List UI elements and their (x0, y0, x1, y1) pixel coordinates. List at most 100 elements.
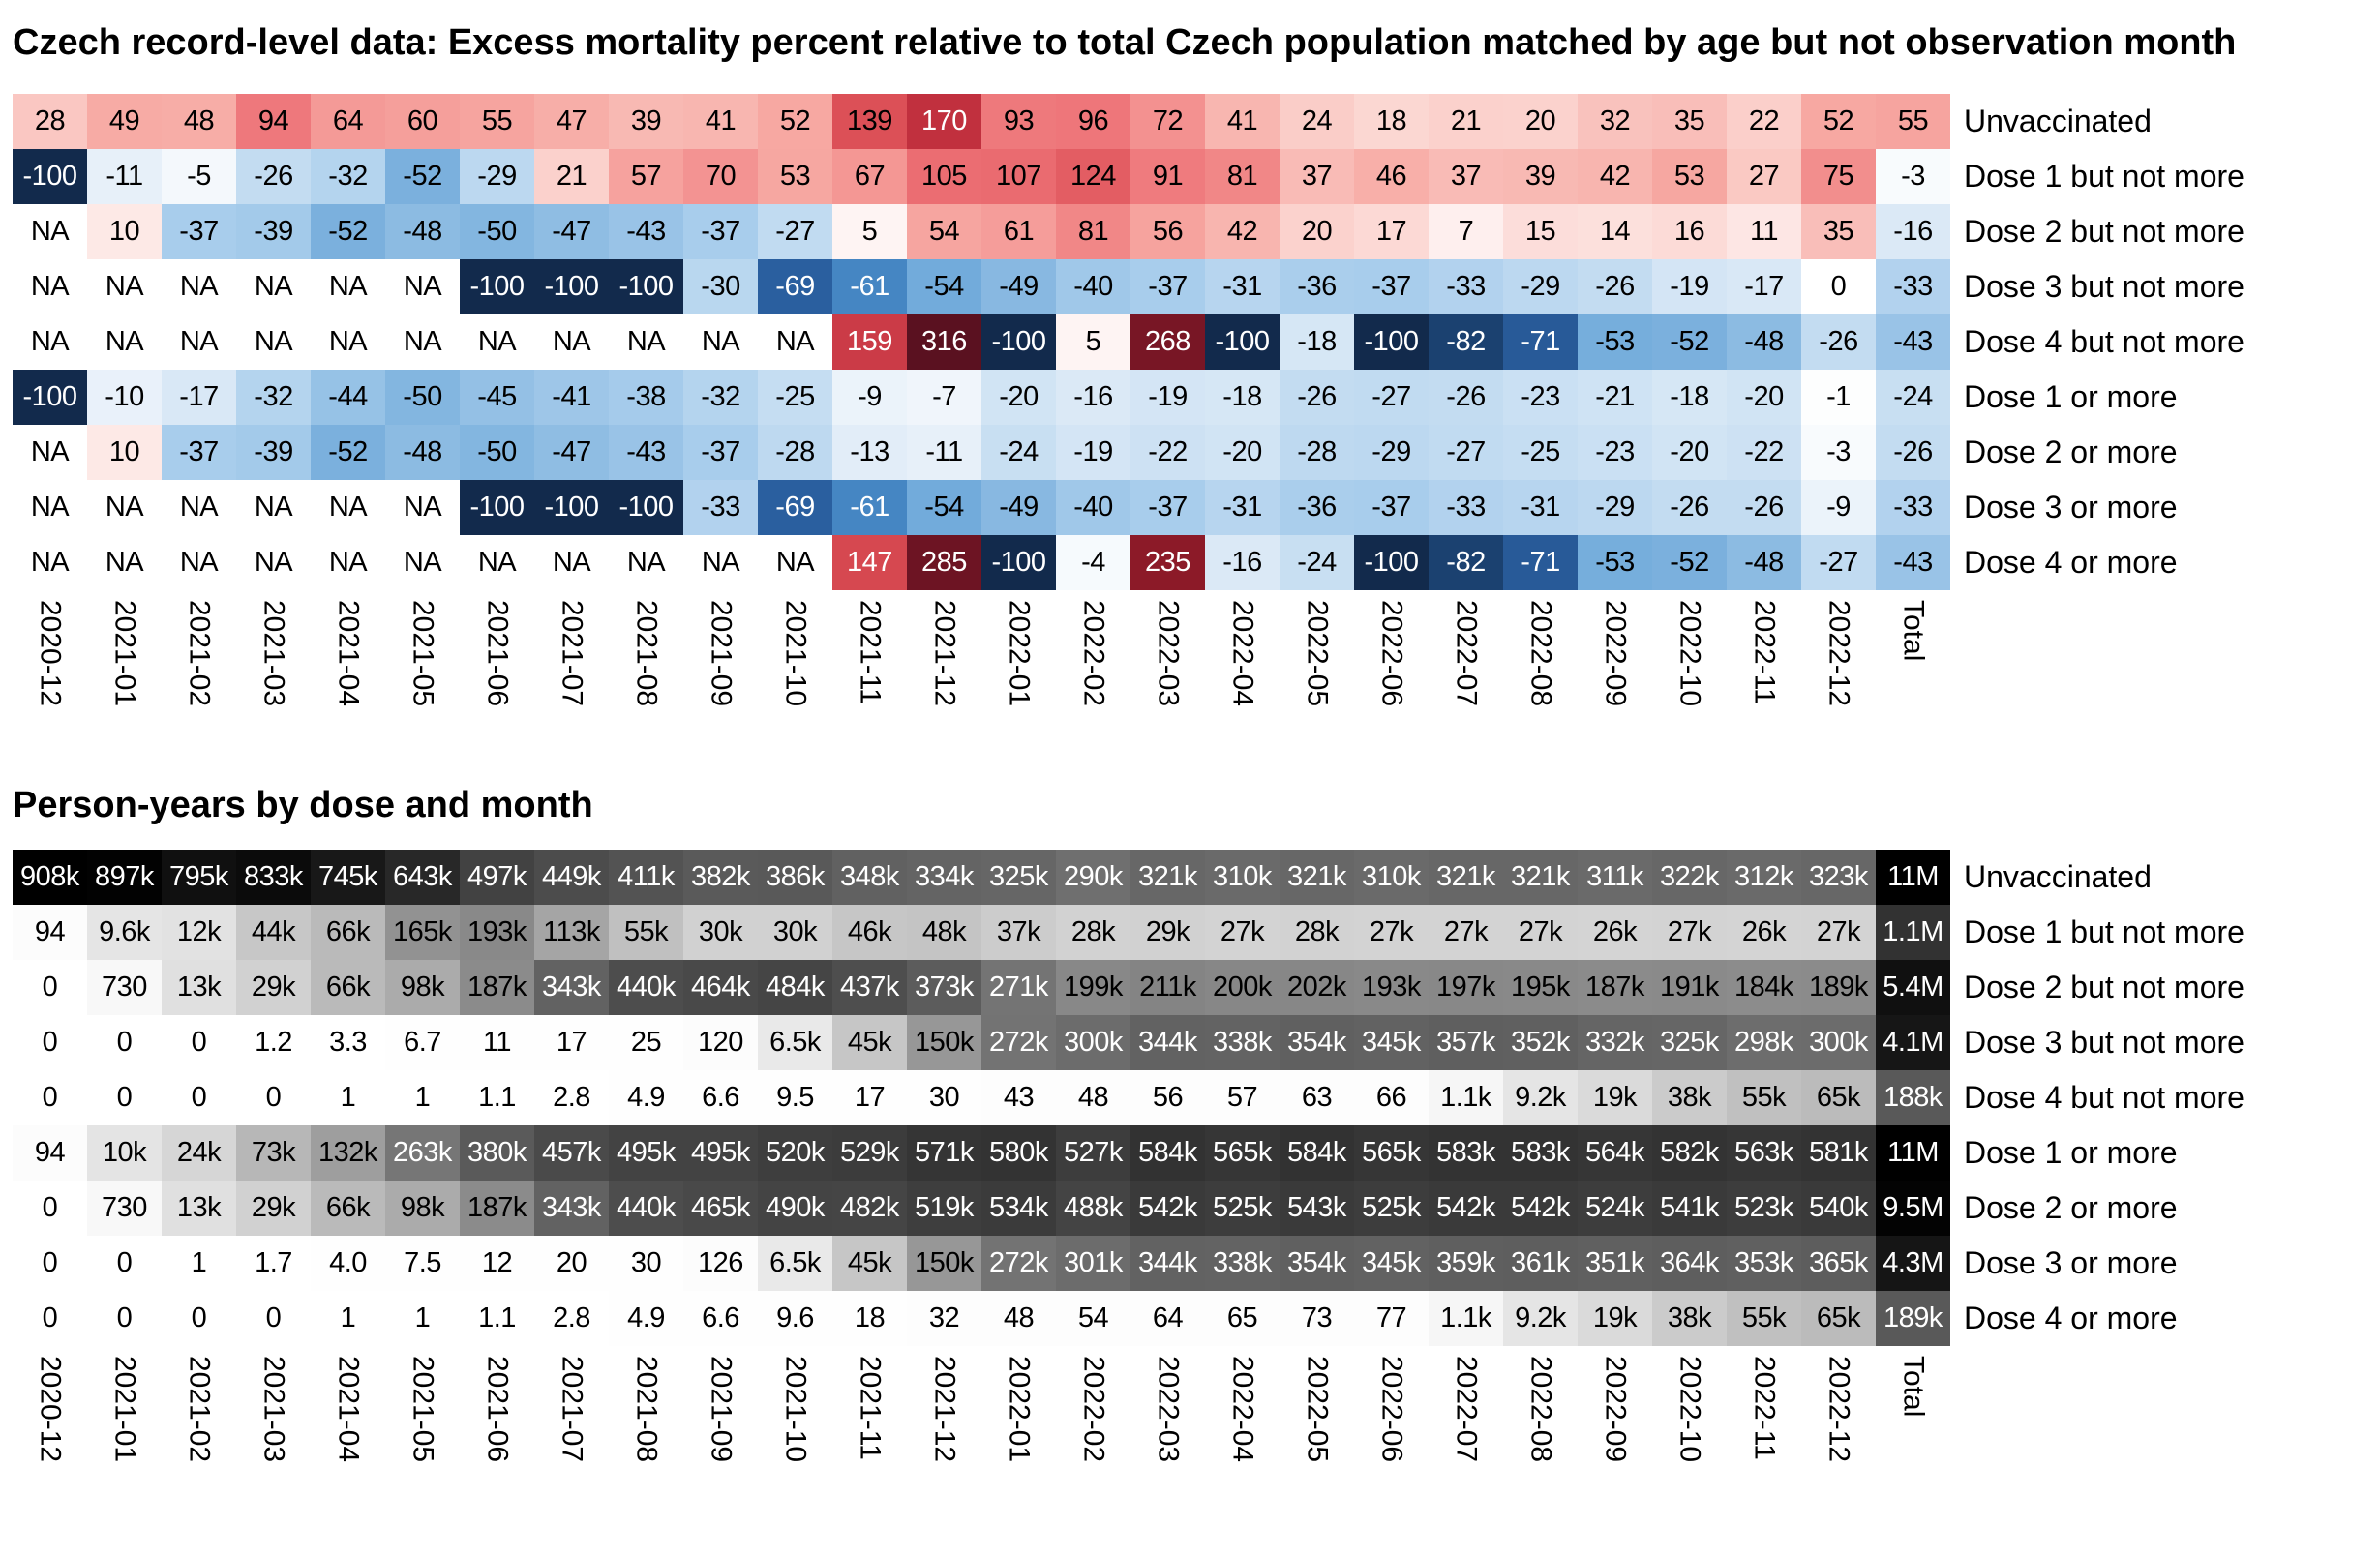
month-label-text: 2021-06 (481, 1356, 514, 1463)
person-years-cell: 46k (832, 905, 907, 960)
person-years-cell: 897k (87, 850, 162, 905)
excess-mortality-cell: 35 (1801, 204, 1876, 259)
excess-mortality-cell: 16 (1652, 204, 1727, 259)
excess-mortality-cell: 81 (1205, 149, 1280, 204)
excess-mortality-cell: -49 (981, 259, 1056, 314)
excess-mortality-cell: -50 (460, 425, 534, 480)
month-label-text: 2022-04 (1226, 1356, 1259, 1463)
person-years-cell: 1.1k (1429, 1291, 1503, 1346)
person-years-cell: 45k (832, 1015, 907, 1070)
person-years-cell: 199k (1056, 960, 1130, 1015)
excess-mortality-cell: -24 (981, 425, 1056, 480)
person-years-cell: 65k (1801, 1070, 1876, 1125)
excess-mortality-cell: -48 (1727, 535, 1801, 590)
month-label: 2022-07 (1429, 1346, 1503, 1520)
month-label-text: 2021-02 (183, 1356, 216, 1463)
excess-mortality-cell: -50 (460, 204, 534, 259)
excess-mortality-heatmap: 28 49 48 94 64 60 55 47 39 41 52 139 170 93 96 72 41 24 18… (13, 94, 2380, 764)
person-years-cell: 495k (683, 1125, 758, 1181)
person-years-cell: 497k (460, 850, 534, 905)
person-years-cell: 30 (609, 1236, 683, 1291)
person-years-cell: 200k (1205, 960, 1280, 1015)
excess-mortality-cell: -37 (162, 204, 236, 259)
excess-mortality-cell: -61 (832, 259, 907, 314)
excess-mortality-cell: -100 (460, 259, 534, 314)
month-label-text: 2021-10 (779, 1356, 812, 1463)
excess-mortality-cell: -16 (1876, 204, 1950, 259)
person-years-cell: 321k (1429, 850, 1503, 905)
person-years-cell: 73k (236, 1125, 311, 1181)
excess-mortality-cell: -33 (1429, 259, 1503, 314)
excess-mortality-cell: NA (609, 535, 683, 590)
person-years-cell: 345k (1354, 1236, 1429, 1291)
person-years-cell: 352k (1503, 1015, 1578, 1070)
excess-mortality-cell: NA (13, 425, 87, 480)
person-years-cell: 565k (1205, 1125, 1280, 1181)
month-label: 2022-09 (1578, 590, 1652, 764)
month-label: 2021-01 (87, 590, 162, 764)
person-years-cell: 311k (1578, 850, 1652, 905)
person-years-cell: 580k (981, 1125, 1056, 1181)
person-years-cell: 357k (1429, 1015, 1503, 1070)
person-years-cell: 132k (311, 1125, 385, 1181)
person-years-cell: 520k (758, 1125, 832, 1181)
heatmap-row: NA NA NA NA NA NA NA NA NA NA NA 147 285 -100 -4 235 -16… (13, 535, 2380, 590)
person-years-cell: 94 (13, 1125, 87, 1181)
person-years-cell: 321k (1130, 850, 1205, 905)
month-label: Total (1876, 590, 1950, 764)
person-years-cell: 344k (1130, 1015, 1205, 1070)
excess-mortality-cell: NA (87, 259, 162, 314)
person-years-cell: 364k (1652, 1236, 1727, 1291)
heatmap-row: NA 10 -37 -39 -52 -48 -50 -47 -43 -37 -28 -13 -11 -24… (13, 425, 2380, 480)
month-label: 2021-04 (311, 1346, 385, 1520)
month-label-text: 2022-05 (1301, 1356, 1334, 1463)
month-label-text: 2021-01 (108, 1356, 141, 1463)
excess-mortality-cell: 53 (758, 149, 832, 204)
month-label-text: 2022-08 (1524, 1356, 1557, 1463)
excess-mortality-cell: NA (311, 535, 385, 590)
person-years-cell: 37k (981, 905, 1056, 960)
heatmap-row: 94 9.6k 12k 44k 66k 165k 193k 113k 55k 30k 30k 46k 4… (13, 905, 2380, 960)
excess-mortality-cell: -5 (162, 149, 236, 204)
excess-mortality-cell: -24 (1876, 370, 1950, 425)
excess-mortality-cell: -47 (534, 425, 609, 480)
person-years-cell: 583k (1429, 1125, 1503, 1181)
month-label: 2021-09 (683, 590, 758, 764)
person-years-cell: 17 (534, 1015, 609, 1070)
excess-mortality-cell: NA (758, 314, 832, 370)
excess-mortality-cell: -52 (1652, 314, 1727, 370)
person-years-cell: 338k (1205, 1236, 1280, 1291)
excess-mortality-cell: -100 (460, 480, 534, 535)
person-years-cell: 312k (1727, 850, 1801, 905)
excess-mortality-cell: 81 (1056, 204, 1130, 259)
excess-mortality-cell: 24 (1280, 94, 1354, 149)
excess-mortality-cell: -26 (1876, 425, 1950, 480)
excess-mortality-cell: 67 (832, 149, 907, 204)
heatmap-row: 94 10k 24k 73k 132k 263k 380k 457k 495k 495k 520k 5… (13, 1125, 2380, 1181)
person-years-cell: 63 (1280, 1070, 1354, 1125)
month-label-text: 2022-09 (1599, 600, 1632, 707)
person-years-cell: 11M (1876, 850, 1950, 905)
person-years-cell: 57 (1205, 1070, 1280, 1125)
excess-mortality-cell: NA (13, 204, 87, 259)
person-years-cell: 30k (683, 905, 758, 960)
month-label-text: 2021-01 (108, 600, 141, 707)
excess-mortality-cell: 70 (683, 149, 758, 204)
person-years-cell: 195k (1503, 960, 1578, 1015)
person-years-cell: 529k (832, 1125, 907, 1181)
excess-mortality-cell: -37 (683, 204, 758, 259)
excess-mortality-cell: -26 (1578, 259, 1652, 314)
excess-mortality-cell: -3 (1801, 425, 1876, 480)
month-label-text: 2022-01 (1003, 600, 1036, 707)
excess-mortality-cell: -43 (1876, 314, 1950, 370)
month-label: 2021-06 (460, 1346, 534, 1520)
month-label: 2022-07 (1429, 590, 1503, 764)
person-years-cell: 0 (87, 1015, 162, 1070)
excess-mortality-cell: 11 (1727, 204, 1801, 259)
person-years-cell: 66 (1354, 1070, 1429, 1125)
excess-mortality-cell: NA (236, 480, 311, 535)
excess-mortality-cell: -4 (1056, 535, 1130, 590)
month-label-text: 2021-04 (332, 1356, 365, 1463)
person-years-cell: 48 (1056, 1070, 1130, 1125)
excess-mortality-cell: -22 (1130, 425, 1205, 480)
